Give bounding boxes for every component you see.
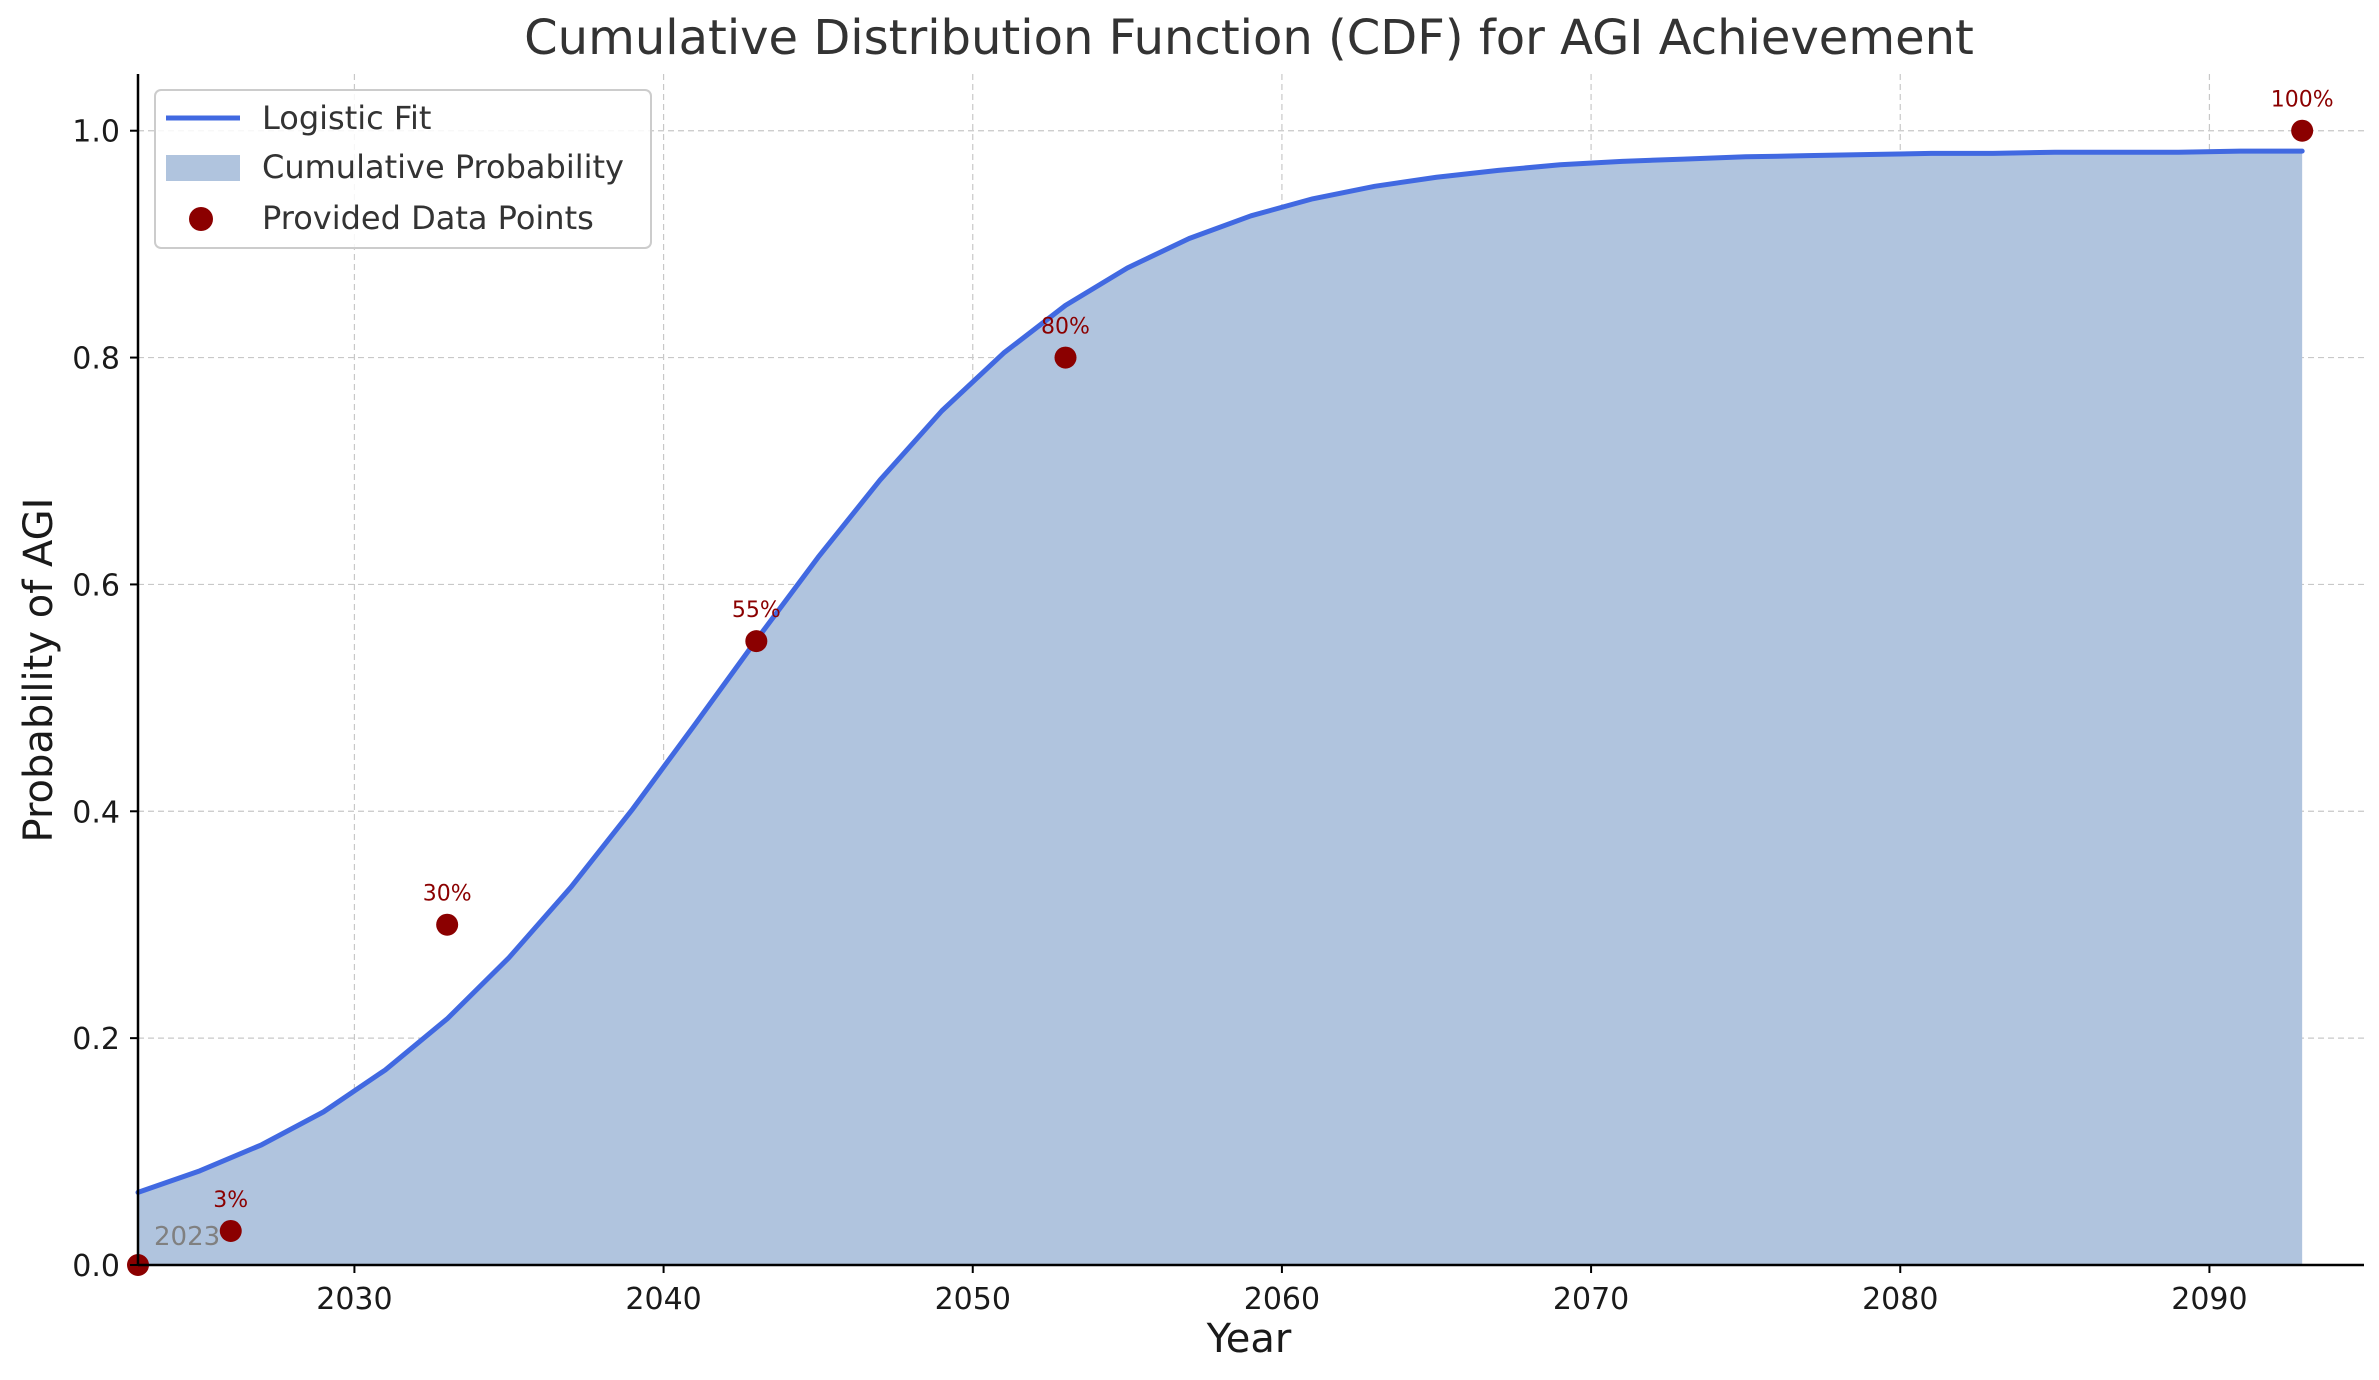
data-point-2093 bbox=[2291, 119, 2314, 142]
legend-box bbox=[154, 89, 652, 249]
line-series bbox=[135, 148, 2305, 1195]
x-tick-label-5: 2080 bbox=[1862, 1282, 1938, 1317]
y-axis-label: Probability of AGI bbox=[16, 498, 62, 843]
x-tick-label-4: 2070 bbox=[1553, 1282, 1629, 1317]
x-tick-label-2: 2050 bbox=[935, 1282, 1011, 1317]
annotation-label-0: 2023 bbox=[154, 1222, 220, 1252]
legend-point-swatch bbox=[189, 207, 213, 231]
y-tick-label-4: 0.8 bbox=[72, 342, 120, 377]
chart-title: Cumulative Distribution Function (CDF) f… bbox=[524, 10, 1974, 66]
data-point-2043 bbox=[745, 630, 768, 653]
y-tick-label-1: 0.2 bbox=[72, 1022, 120, 1057]
data-point-label-2053: 80% bbox=[1041, 315, 1090, 340]
x-tick-label-6: 2090 bbox=[2171, 1282, 2247, 1317]
data-point-label-2043: 55% bbox=[732, 598, 781, 623]
data-point-label-2033: 30% bbox=[423, 882, 472, 907]
y-tick-label-2: 0.4 bbox=[72, 795, 120, 830]
y-tick-label-5: 1.0 bbox=[72, 115, 120, 150]
area-series bbox=[138, 151, 2303, 1265]
x-tick-label-3: 2060 bbox=[1244, 1282, 1320, 1317]
data-point-2026 bbox=[219, 1219, 242, 1242]
x-tick-label-1: 2040 bbox=[625, 1282, 701, 1317]
data-point-label-2093: 100% bbox=[2271, 88, 2334, 113]
tick-labels: 2030 2040 2050 2060 2070 2080 2090 0.0 0.2 0.4 0.6… bbox=[72, 115, 2247, 1317]
x-tick-label-0: 2030 bbox=[316, 1282, 392, 1317]
legend-label-logistic-fit: Logistic Fit bbox=[262, 99, 431, 137]
legend-label-cumulative-probability: Cumulative Probability bbox=[262, 148, 624, 186]
y-tick-label-3: 0.6 bbox=[72, 568, 120, 603]
axes bbox=[136, 74, 2364, 1267]
legend: Logistic Fit Cumulative Probability Prov… bbox=[154, 89, 652, 249]
legend-area-swatch bbox=[166, 155, 240, 181]
logistic-fit-line bbox=[135, 148, 2305, 1195]
y-tick-label-0: 0.0 bbox=[72, 1249, 120, 1284]
cumulative-probability-area bbox=[138, 151, 2303, 1265]
scatter-series: 3% 30% 55% 80% 100% 2023 bbox=[127, 88, 2334, 1276]
x-axis-label: Year bbox=[1206, 1316, 1292, 1362]
legend-label-provided-data-points: Provided Data Points bbox=[262, 199, 594, 237]
data-point-2053 bbox=[1054, 346, 1077, 369]
data-point-2033 bbox=[436, 913, 459, 936]
data-point-label-2026: 3% bbox=[213, 1188, 248, 1213]
